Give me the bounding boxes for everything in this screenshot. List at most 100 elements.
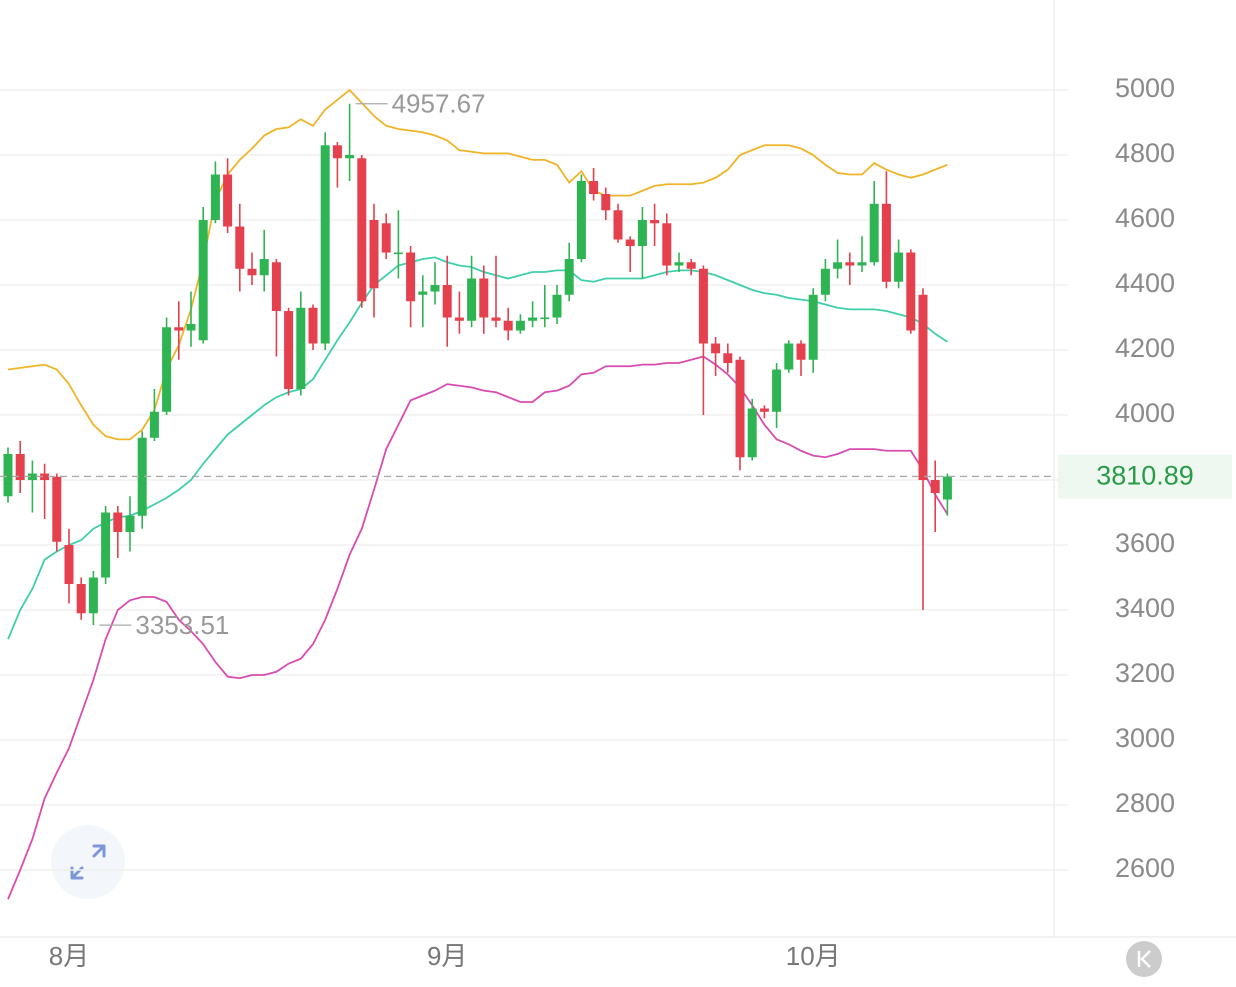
candle-body [491, 317, 501, 321]
candle-body [747, 408, 757, 458]
collapse-icon [1137, 950, 1151, 968]
candle-body [674, 262, 684, 266]
candle-body [820, 268, 830, 295]
candle-body [406, 252, 416, 302]
expand-icon [70, 844, 106, 880]
candle-body [637, 220, 647, 247]
candle-body [418, 291, 428, 295]
last-price-label: 3810.89 [1096, 461, 1194, 491]
candle-body [662, 223, 672, 266]
expand-button[interactable] [51, 825, 125, 899]
candle-body [162, 327, 172, 412]
candle-body [601, 194, 611, 211]
candle-body [174, 327, 184, 331]
y-tick-label: 2600 [1115, 853, 1175, 883]
candle-body [869, 203, 879, 263]
candle-body [296, 307, 306, 390]
candle-body [235, 226, 245, 269]
y-tick-label: 2800 [1115, 788, 1175, 818]
candle-body [15, 454, 25, 481]
candle-body [454, 317, 464, 321]
candle-body [332, 145, 342, 159]
candle-body [125, 515, 135, 533]
candle-body [759, 408, 769, 412]
candle-body [723, 353, 733, 364]
candle-body [808, 294, 818, 360]
candle-body [88, 577, 98, 614]
candle-body [247, 268, 257, 276]
candle-body [27, 473, 37, 481]
candle-body [442, 285, 452, 318]
candle-body [223, 174, 233, 227]
candle-body [564, 259, 574, 295]
candle-body [101, 512, 111, 578]
candle-body [210, 174, 220, 221]
candle-body [918, 294, 928, 481]
y-tick-label: 3600 [1115, 528, 1175, 558]
candle-body [906, 252, 916, 331]
candle-body [735, 359, 745, 458]
candle-body [137, 437, 147, 516]
candle-body [540, 317, 550, 320]
y-tick-label: 3200 [1115, 658, 1175, 688]
y-tick-label: 4200 [1115, 333, 1175, 363]
candle-body [930, 480, 940, 494]
band-line [7, 88, 948, 441]
candle-body [259, 259, 269, 276]
candle-body [64, 545, 74, 585]
candle-body [345, 155, 355, 159]
y-tick-label: 5000 [1115, 73, 1175, 103]
candle-body [650, 220, 660, 224]
y-tick-label: 4600 [1115, 203, 1175, 233]
candle-body [515, 320, 525, 331]
extreme-label: 3353.51 [135, 610, 229, 640]
band-line [7, 355, 949, 900]
candle-body [833, 262, 843, 269]
x-tick-label: 10月 [786, 941, 841, 971]
y-tick-label: 4400 [1115, 268, 1175, 298]
candle-body [357, 158, 367, 302]
candle-body [796, 343, 806, 360]
extreme-label: 4957.67 [392, 89, 486, 119]
candle-body [76, 584, 86, 614]
last-price-box [1058, 454, 1232, 499]
candle-body [784, 343, 794, 370]
candle-body [686, 262, 696, 269]
candle-body [576, 181, 586, 260]
candle-body [320, 145, 330, 344]
candle-body [552, 294, 562, 318]
candle-body [698, 268, 708, 344]
candle-body [3, 454, 13, 497]
candle-body [894, 252, 904, 282]
expand-circle [51, 825, 125, 899]
y-tick-label: 3400 [1115, 593, 1175, 623]
collapse-button[interactable] [1126, 941, 1162, 977]
candle-body [528, 317, 538, 321]
candle-body [711, 343, 721, 354]
candle-body [479, 278, 489, 318]
candle-body [186, 324, 196, 331]
y-tick-label: 3000 [1115, 723, 1175, 753]
candle-body [40, 473, 50, 481]
candle-body [857, 262, 867, 266]
y-tick-label: 4000 [1115, 398, 1175, 428]
candle-body [942, 476, 952, 500]
candle-body [393, 252, 403, 255]
candle-body [113, 512, 123, 533]
candle-body [467, 278, 477, 321]
candle-body [369, 220, 379, 289]
candle-body [503, 320, 513, 331]
band-line [7, 256, 948, 640]
candle-body [52, 476, 62, 542]
candle-body [613, 210, 623, 240]
candle-body [284, 311, 294, 390]
candle-body [198, 220, 208, 341]
candle-body [149, 411, 159, 438]
candle-body [271, 262, 281, 312]
candle-body [430, 285, 440, 292]
candle-body [589, 181, 599, 195]
candle-body [845, 262, 855, 266]
x-tick-label: 8月 [49, 941, 89, 971]
